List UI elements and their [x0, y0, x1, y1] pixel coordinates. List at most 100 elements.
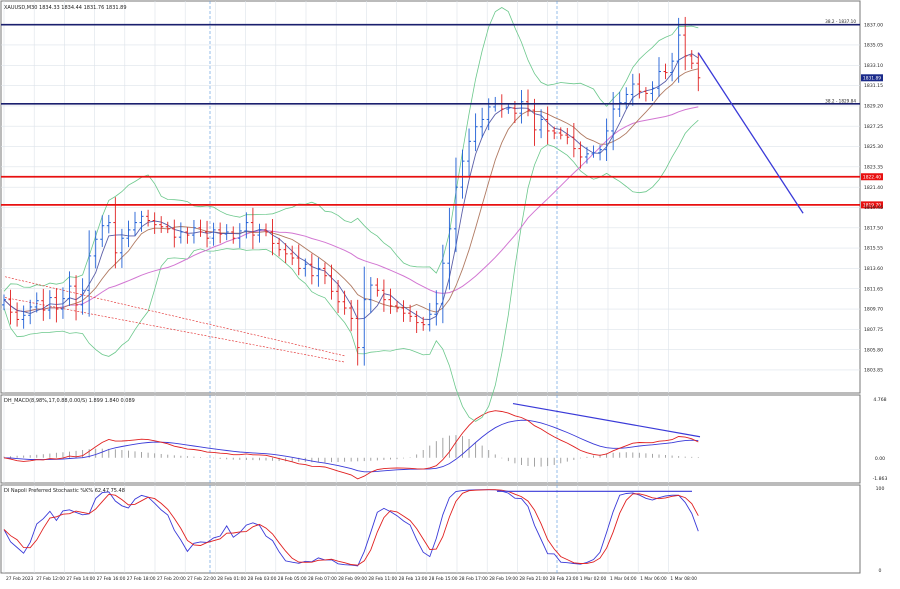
time-tick: 28 Feb 07:00: [308, 576, 337, 582]
candle: [401, 300, 406, 322]
candle: [349, 300, 354, 332]
candle: [676, 17, 681, 83]
time-tick: 1 Mar 02:00: [580, 576, 607, 582]
candle: [604, 118, 609, 161]
candle: [159, 216, 164, 233]
candle: [526, 89, 530, 117]
current-price-label: 1831.89: [863, 75, 881, 81]
time-tick: 28 Feb 09:00: [338, 576, 367, 582]
candle: [133, 211, 137, 236]
candle: [480, 107, 485, 138]
candle: [231, 226, 236, 244]
macd-tick-top: 4.768: [873, 397, 886, 403]
candle: [224, 224, 229, 241]
candle: [165, 221, 170, 234]
macd-header: DH_MACD(8,98%,17,0.88,0.00/S) 1.899 1.84…: [4, 398, 135, 404]
time-tick: 28 Feb 15:00: [429, 576, 458, 582]
candle: [460, 149, 465, 199]
candle: [316, 257, 321, 287]
candle: [237, 223, 242, 248]
time-tick: 28 Feb 21:00: [519, 576, 548, 582]
candle: [172, 219, 177, 248]
candle: [591, 145, 596, 158]
candle: [375, 278, 380, 297]
symbol-header: XAUUSD,M30 1834.33 1834.44 1831.76 1831.…: [4, 5, 127, 11]
candle: [100, 215, 105, 247]
candle: [87, 230, 92, 317]
candle: [309, 253, 314, 285]
candle: [473, 113, 478, 152]
candle: [322, 262, 327, 285]
candle: [2, 294, 6, 311]
candle: [28, 299, 33, 325]
trendline-upper: [4, 276, 346, 357]
candle: [191, 220, 196, 244]
candle: [15, 302, 20, 327]
price-tick: 1835.05: [864, 43, 883, 49]
time-tick: 27 Feb 2023: [6, 576, 34, 582]
macd-divergence-line: [512, 402, 701, 438]
time-tick: 1 Mar 04:00: [610, 576, 637, 582]
candle: [414, 310, 419, 334]
candle: [512, 101, 517, 124]
time-tick: 28 Feb 01:00: [217, 576, 246, 582]
candle: [218, 222, 223, 244]
candle: [93, 230, 98, 269]
candle: [205, 220, 210, 248]
candle: [290, 245, 295, 266]
time-tick: 28 Feb 19:00: [489, 576, 518, 582]
candle: [532, 98, 537, 146]
candle: [47, 290, 52, 320]
candle: [440, 244, 445, 324]
candle: [447, 207, 452, 290]
time-axis: 27 Feb 2023 27 Feb 12:00 27 Feb 14:00 27 Fe…: [6, 576, 697, 582]
candle: [506, 104, 511, 114]
level-price-tag: [861, 173, 883, 181]
price-tick: 1809.70: [864, 307, 883, 313]
time-tick: 28 Feb 13:00: [399, 576, 428, 582]
candle: [60, 287, 65, 319]
time-tick: 28 Feb 17:00: [459, 576, 488, 582]
candle: [74, 275, 79, 321]
candle: [584, 146, 589, 164]
candle: [8, 289, 13, 325]
candle: [519, 89, 524, 124]
lower-band: [3, 119, 699, 422]
candle: [670, 52, 675, 82]
candle: [552, 126, 557, 140]
candle: [630, 73, 635, 106]
candle: [355, 299, 360, 366]
level-line-label: 38.2 - 1837.10: [825, 19, 856, 24]
candle: [342, 290, 347, 315]
stochastic-d-line: [3, 489, 699, 566]
candle: [152, 212, 157, 234]
candle: [663, 63, 668, 80]
candle: [657, 57, 661, 97]
candle: [565, 127, 570, 145]
price-tick: 1825.30: [864, 144, 883, 150]
time-tick: 28 Feb 23:00: [550, 576, 579, 582]
candle: [637, 73, 642, 99]
candle: [119, 228, 124, 268]
macd-line: [3, 410, 699, 480]
candle: [545, 106, 550, 145]
price-tick: 1821.40: [864, 185, 883, 191]
candle: [139, 210, 144, 232]
price-tick: 1833.10: [864, 63, 883, 69]
time-tick: 27 Feb 14:00: [66, 576, 95, 582]
candle: [146, 209, 151, 227]
candle: [611, 92, 616, 151]
candle: [67, 271, 72, 307]
candle: [198, 219, 203, 237]
candle: [696, 52, 701, 92]
price-tick: 1805.80: [864, 347, 883, 353]
current-price-tag: [861, 74, 883, 82]
candle: [34, 292, 39, 313]
macd-tick-zero: 0.00: [875, 456, 885, 462]
candle: [336, 280, 341, 314]
level-lines[interactable]: 38.2 - 1837.10 38.2 - 1829.84 1822.40 1819.…: [1, 19, 883, 214]
time-tick: 27 Feb 22:00: [187, 576, 216, 582]
candle: [296, 244, 301, 276]
time-tick: 27 Feb 16:00: [97, 576, 126, 582]
